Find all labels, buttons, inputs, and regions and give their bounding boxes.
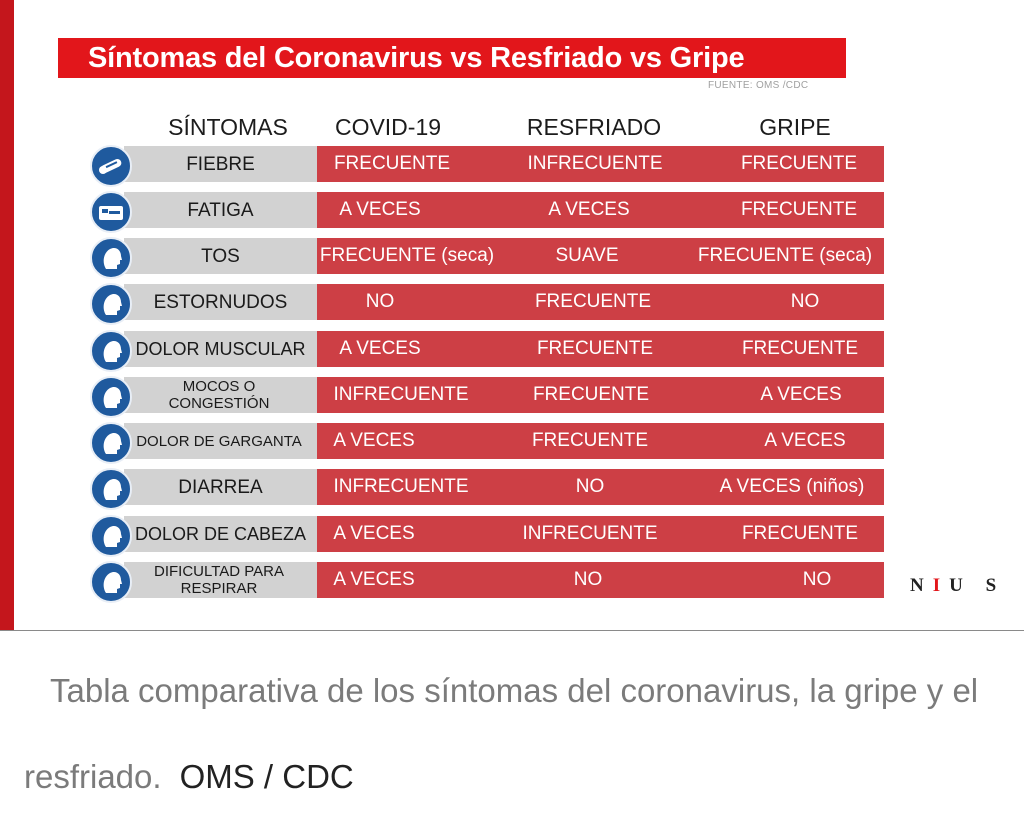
symptom-label: DIFICULTAD PARA RESPIRAR (124, 562, 317, 598)
flu-value: NO (802, 569, 832, 590)
symptom-label: ESTORNUDOS (124, 284, 317, 320)
title-banner: Síntomas del Coronavirus vs Resfriado vs… (58, 38, 846, 78)
value-cells: A VECES FRECUENTE A VECES (317, 423, 884, 459)
covid-value: A VECES (333, 430, 415, 451)
table-row: TOS FRECUENTE (seca) SUAVE FRECUENTE (seca) (0, 237, 884, 279)
flu-value: FRECUENTE (741, 338, 859, 359)
flu-value: A VECES (764, 430, 846, 451)
thermometer-icon (90, 145, 132, 187)
covid-value: A VECES (333, 569, 415, 590)
table-row: DOLOR DE GARGANTA A VECES FRECUENTE A VECES (0, 422, 884, 464)
cold-value: INFRECUENTE (527, 153, 663, 174)
caption: Tabla comparativa de los síntomas del co… (24, 648, 1014, 820)
sore-throat-icon (90, 422, 132, 464)
header-symptoms: SÍNTOMAS (168, 114, 288, 140)
covid-value: FRECUENTE (seca) (319, 245, 495, 266)
value-cells: FRECUENTE INFRECUENTE FRECUENTE (317, 146, 884, 182)
covid-value: NO (365, 291, 395, 312)
value-cells: INFRECUENTE NO A VECES (niños) (317, 469, 884, 505)
title: Síntomas del Coronavirus vs Resfriado vs… (88, 41, 745, 74)
covid-value: A VECES (339, 338, 421, 359)
value-cells: A VECES INFRECUENTE FRECUENTE (317, 516, 884, 552)
covid-value: A VECES (333, 523, 415, 544)
caption-credit: OMS / CDC (179, 758, 354, 795)
table-row: FATIGA A VECES A VECES FRECUENTE (0, 191, 884, 233)
flu-value: FRECUENTE (741, 523, 859, 544)
flu-value: A VECES (760, 384, 842, 405)
value-cells: FRECUENTE (seca) SUAVE FRECUENTE (seca) (317, 238, 884, 274)
cold-value: A VECES (548, 199, 630, 220)
flu-value: NO (790, 291, 820, 312)
table-row: DOLOR DE CABEZA A VECES INFRECUENTE FRECUEN… (0, 515, 884, 557)
value-cells: NO FRECUENTE NO (317, 284, 884, 320)
cold-value: FRECUENTE (532, 384, 650, 405)
source-note: FUENTE: OMS /CDC (708, 80, 809, 91)
table-row: DOLOR MUSCULAR A VECES FRECUENTE FRECUENTE (0, 330, 884, 372)
cold-value: NO (573, 569, 603, 590)
covid-value: FRECUENTE (333, 153, 451, 174)
header-cold: RESFRIADO (526, 114, 662, 140)
brand-letters-us: U S (949, 575, 1006, 596)
infographic: Síntomas del Coronavirus vs Resfriado vs… (0, 0, 1005, 630)
brand-letter-i: I (932, 575, 950, 596)
cold-value: SUAVE (555, 245, 619, 266)
caption-text: Tabla comparativa de los síntomas del co… (24, 672, 979, 795)
value-cells: A VECES A VECES FRECUENTE (317, 192, 884, 228)
symptom-label: DIARREA (124, 469, 317, 505)
symptom-label: FATIGA (124, 192, 317, 228)
header-flu: GRIPE (759, 114, 831, 140)
flu-value: A VECES (niños) (719, 476, 865, 497)
sneeze-head-icon (90, 283, 132, 325)
muscle-pain-icon (90, 330, 132, 372)
flu-value: FRECUENTE (740, 153, 858, 174)
brand-logo: NIU S (910, 575, 1005, 597)
flu-value: FRECUENTE (740, 199, 858, 220)
bed-icon (90, 191, 132, 233)
covid-value: A VECES (339, 199, 421, 220)
table-row: DIARREA INFRECUENTE NO A VECES (niños) (0, 468, 884, 510)
cold-value: INFRECUENTE (522, 523, 658, 544)
symptom-label: DOLOR DE CABEZA (124, 516, 317, 552)
accent-bar (0, 0, 14, 630)
value-cells: A VECES NO NO (317, 562, 884, 598)
covid-value: INFRECUENTE (333, 476, 469, 497)
header-covid: COVID-19 (334, 114, 442, 140)
cold-value: FRECUENTE (531, 430, 649, 451)
symptom-label: DOLOR DE GARGANTA (124, 423, 317, 459)
congestion-head-icon (90, 376, 132, 418)
symptom-label: TOS (124, 238, 317, 274)
table-row: MOCOS O CONGESTIÓN INFRECUENTE FRECUENTE A … (0, 376, 884, 418)
table-row: DIFICULTAD PARA RESPIRAR A VECES NO NO (0, 561, 884, 603)
cough-head-icon (90, 237, 132, 279)
brand-letter-n: N (910, 575, 933, 596)
divider (0, 630, 1024, 631)
covid-value: INFRECUENTE (333, 384, 469, 405)
breathing-head-icon (90, 561, 132, 603)
symptom-label: FIEBRE (124, 146, 317, 182)
cold-value: NO (575, 476, 605, 497)
headache-icon (90, 515, 132, 557)
symptom-label: MOCOS O CONGESTIÓN (124, 377, 317, 413)
cold-value: FRECUENTE (536, 338, 654, 359)
symptom-label: DOLOR MUSCULAR (124, 331, 317, 367)
flu-value: FRECUENTE (seca) (697, 245, 873, 266)
table-row: FIEBRE FRECUENTE INFRECUENTE FRECUENTE (0, 145, 884, 187)
cold-value: FRECUENTE (534, 291, 652, 312)
table-row: ESTORNUDOS NO FRECUENTE NO (0, 283, 884, 325)
value-cells: INFRECUENTE FRECUENTE A VECES (317, 377, 884, 413)
toilet-icon (90, 468, 132, 510)
value-cells: A VECES FRECUENTE FRECUENTE (317, 331, 884, 367)
